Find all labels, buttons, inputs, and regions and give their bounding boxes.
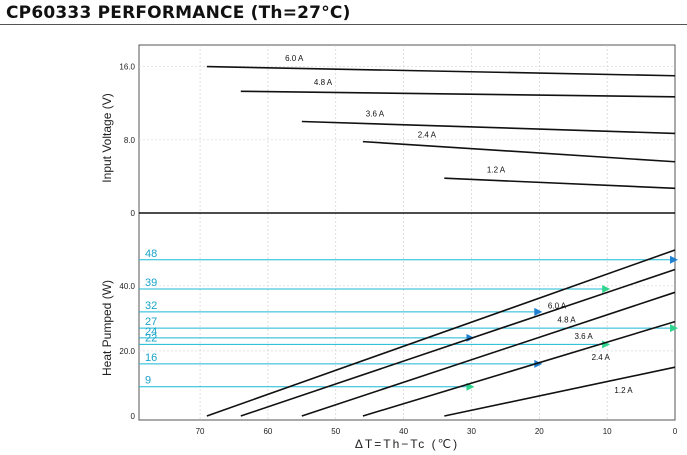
heat-curve	[362, 320, 676, 417]
heat-curve	[444, 366, 676, 417]
y-tick-label: 16.0	[119, 63, 135, 72]
y-tick-label: 8.0	[124, 136, 136, 145]
heat-curve-label: 4.8 A	[557, 316, 576, 325]
voltage-curve	[444, 177, 676, 190]
highlight-value: 32	[145, 300, 157, 312]
heat-curve	[301, 291, 676, 417]
voltage-curve-label: 2.4 A	[418, 131, 437, 140]
voltage-curve-label: 4.8 A	[314, 78, 333, 87]
heat-curve	[206, 249, 676, 417]
highlight-arrow	[670, 255, 678, 264]
plot-border	[138, 44, 676, 421]
highlight-arrow	[602, 285, 611, 294]
highlight-arrow	[534, 307, 543, 316]
voltage-curve	[301, 120, 676, 135]
highlight-value: 48	[145, 248, 157, 260]
highlight-value: 39	[145, 277, 157, 289]
highlight-value: 24	[145, 326, 157, 338]
x-tick-label: 40	[399, 427, 408, 436]
voltage-curve-label: 3.6 A	[366, 109, 385, 118]
heat-curve-label: 6.0 A	[548, 301, 567, 310]
y-axis-title-heat: Heat Pumped (W)	[100, 280, 114, 376]
heat-curve-label: 3.6 A	[575, 332, 594, 341]
highlight-value: 16	[145, 352, 157, 364]
heat-curve-label: 1.2 A	[614, 386, 633, 395]
plot-frame	[138, 44, 676, 421]
x-tick-label: 10	[603, 427, 612, 436]
voltage-curve-label: 1.2 A	[487, 166, 506, 175]
highlight-value: 9	[145, 375, 151, 387]
x-tick-label: 60	[263, 427, 272, 436]
x-tick-label: 50	[331, 427, 340, 436]
highlight-arrow	[534, 359, 543, 368]
heat-curve	[240, 268, 676, 417]
grid	[139, 45, 675, 420]
x-tick-label: 70	[196, 427, 205, 436]
highlight-arrow	[670, 324, 678, 333]
axis-titles: Input Voltage (V) Heat Pumped (W) ΔT=Th−Tc…	[100, 93, 459, 451]
x-tick-label: 0	[673, 427, 678, 436]
curves	[139, 65, 676, 417]
page-title: CP60333 PERFORMANCE (Th=27°C)	[6, 3, 351, 23]
y-tick-label: 0	[131, 412, 136, 421]
y-axis-title-voltage: Input Voltage (V)	[100, 93, 114, 182]
x-tick-label: 30	[467, 427, 476, 436]
curve-labels: 6.0 A 4.8 A 3.6 A 2.4 A 1.2 A 6.0 A 4.8 A 3.6 A…	[285, 54, 633, 395]
x-tick-label: 20	[535, 427, 544, 436]
y-tick-label: 20.0	[119, 347, 135, 356]
heat-curve-label: 2.4 A	[592, 353, 611, 362]
tick-labels: 70 60 50 40 30 20 10 0 16.0 8.0 0 40.0 20.0 0	[119, 63, 677, 436]
voltage-curve	[240, 90, 676, 98]
voltage-curve	[362, 140, 676, 163]
highlight-value: 27	[145, 316, 157, 328]
voltage-curve-label: 6.0 A	[285, 54, 304, 63]
highlight-value: 22	[145, 332, 157, 344]
title-divider	[0, 24, 687, 25]
y-tick-label: 0	[131, 209, 136, 218]
x-axis-title: ΔT=Th−Tc (℃)	[355, 437, 459, 451]
voltage-curve	[206, 65, 676, 77]
y-tick-label: 40.0	[119, 282, 135, 291]
